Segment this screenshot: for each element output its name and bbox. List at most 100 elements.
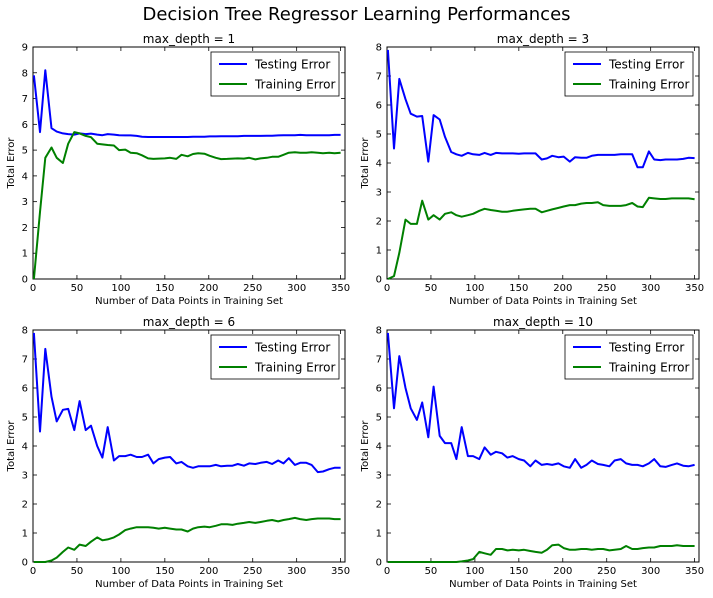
- y-tick-label: 1: [376, 246, 382, 257]
- x-tick-label: 300: [287, 283, 306, 294]
- x-tick-label: 200: [199, 283, 218, 294]
- legend-box: [210, 334, 340, 380]
- series-line-testing-error: [32, 332, 341, 474]
- y-tick-label: 6: [22, 384, 28, 395]
- y-tick-label: 0: [22, 558, 28, 569]
- x-tick-label: 250: [243, 283, 262, 294]
- y-axis-label: Total Error: [360, 420, 371, 473]
- y-tick-label: 2: [22, 223, 28, 234]
- x-axis-label: Number of Data Points in Training Set: [95, 579, 283, 590]
- y-tick-label: 3: [22, 197, 28, 208]
- subplot-title: max_depth = 3: [497, 32, 589, 46]
- x-tick-label: 100: [111, 566, 130, 577]
- x-axis-label: Number of Data Points in Training Set: [449, 579, 637, 590]
- y-tick-label: 1: [22, 529, 28, 540]
- x-tick-label: 0: [30, 566, 36, 577]
- y-tick-label: 8: [376, 43, 382, 54]
- y-tick-label: 7: [22, 94, 28, 105]
- y-tick-label: 7: [22, 355, 28, 366]
- y-tick-label: 6: [22, 120, 28, 131]
- y-tick-label: 5: [22, 146, 28, 157]
- legend: Testing Error Training Error: [210, 334, 340, 380]
- y-tick-label: 1: [376, 529, 382, 540]
- subplot-4: 0 50 100 150 200 250 300 350 0 1 2 3 4 5 6 7 8 max_depth …: [360, 315, 704, 590]
- y-axis-label: Total Error: [6, 137, 17, 190]
- y-tick-label: 9: [22, 43, 28, 54]
- legend-label: Testing Error: [608, 58, 684, 72]
- x-tick-label: 50: [425, 283, 438, 294]
- y-tick-label: 4: [22, 171, 28, 182]
- x-tick-label: 300: [287, 566, 306, 577]
- series-line-testing-error: [32, 69, 341, 138]
- x-tick-label: 0: [384, 283, 390, 294]
- y-axis-label: Total Error: [6, 420, 17, 473]
- y-axis-label: Total Error: [360, 137, 371, 190]
- subplot-title: max_depth = 10: [493, 315, 593, 329]
- y-tick-label: 4: [376, 442, 382, 453]
- x-tick-label: 250: [597, 283, 616, 294]
- x-tick-label: 50: [71, 283, 84, 294]
- x-tick-label: 200: [553, 566, 572, 577]
- x-tick-label: 350: [685, 566, 704, 577]
- x-tick-label: 150: [509, 566, 528, 577]
- y-tick-label: 8: [22, 68, 28, 79]
- subplot-2: 0 50 100 150 200 250 300 350 0 1 2 3 4 5 6 7 8 max_depth …: [360, 32, 704, 307]
- y-tick-label: 7: [376, 355, 382, 366]
- y-tick-label: 6: [376, 101, 382, 112]
- x-tick-label: 100: [465, 566, 484, 577]
- x-tick-label: 150: [155, 283, 174, 294]
- y-tick-label: 6: [376, 384, 382, 395]
- series-line-training-error: [33, 516, 341, 563]
- legend-label: Testing Error: [254, 58, 330, 72]
- x-tick-label: 50: [71, 566, 84, 577]
- x-tick-label: 150: [155, 566, 174, 577]
- x-axis-label: Number of Data Points in Training Set: [95, 296, 283, 307]
- legend-box: [564, 334, 694, 380]
- x-tick-label: 0: [384, 566, 390, 577]
- legend-box: [210, 51, 340, 97]
- subplot-title: max_depth = 1: [143, 32, 235, 46]
- y-tick-label: 0: [22, 275, 28, 286]
- legend-label: Training Error: [608, 361, 689, 375]
- y-tick-label: 2: [376, 500, 382, 511]
- y-tick-label: 3: [376, 188, 382, 199]
- x-tick-label: 150: [509, 283, 528, 294]
- legend: Testing Error Training Error: [564, 51, 694, 97]
- series-line-training-error: [387, 196, 695, 280]
- legend-box: [564, 51, 694, 97]
- y-tick-label: 2: [22, 500, 28, 511]
- x-axis-label: Number of Data Points in Training Set: [449, 296, 637, 307]
- x-tick-label: 300: [641, 566, 660, 577]
- series-line-testing-error: [386, 49, 695, 169]
- y-tick-label: 8: [376, 326, 382, 337]
- subplot-title: max_depth = 6: [143, 315, 235, 329]
- y-tick-label: 0: [376, 558, 382, 569]
- y-tick-label: 2: [376, 217, 382, 228]
- x-tick-label: 350: [331, 283, 350, 294]
- x-tick-label: 350: [685, 283, 704, 294]
- y-tick-label: 5: [22, 413, 28, 424]
- y-tick-label: 5: [376, 130, 382, 141]
- y-tick-label: 8: [22, 326, 28, 337]
- y-tick-label: 4: [376, 159, 382, 170]
- y-tick-label: 3: [376, 471, 382, 482]
- legend: Testing Error Training Error: [210, 51, 340, 97]
- series-line-training-error: [387, 543, 695, 563]
- legend-label: Training Error: [254, 78, 335, 92]
- legend-label: Training Error: [254, 361, 335, 375]
- y-tick-label: 3: [22, 471, 28, 482]
- legend: Testing Error Training Error: [564, 334, 694, 380]
- x-tick-label: 200: [199, 566, 218, 577]
- subplot-3: 0 50 100 150 200 250 300 350 0 1 2 3 4 5 6 7 8 max_depth …: [6, 315, 350, 590]
- figure-title: Decision Tree Regressor Learning Perform…: [142, 4, 571, 25]
- series-line-training-error: [32, 131, 341, 280]
- x-tick-label: 250: [597, 566, 616, 577]
- x-tick-label: 350: [331, 566, 350, 577]
- series-line-testing-error: [386, 332, 695, 469]
- x-tick-label: 100: [465, 283, 484, 294]
- y-tick-label: 1: [22, 249, 28, 260]
- x-tick-label: 300: [641, 283, 660, 294]
- legend-label: Testing Error: [608, 341, 684, 355]
